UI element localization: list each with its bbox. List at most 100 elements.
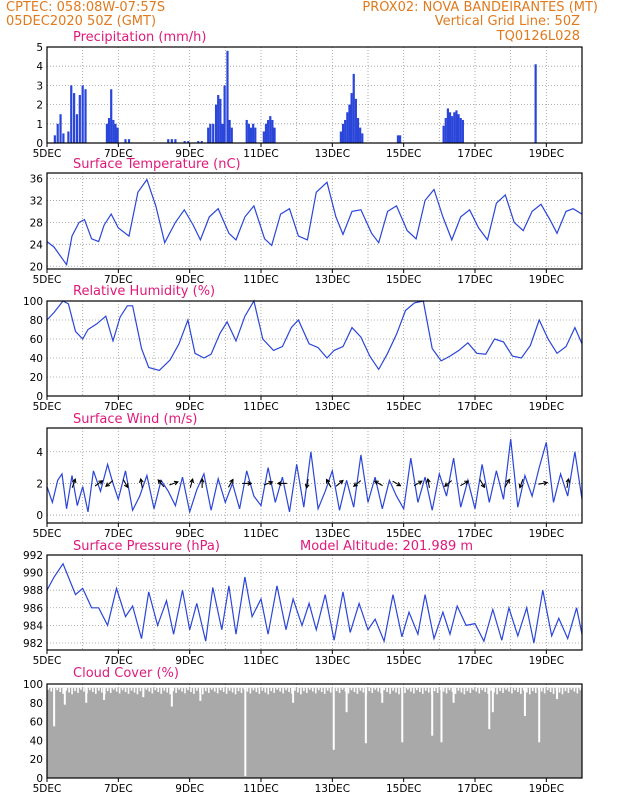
precip-bar-56: [356, 118, 360, 143]
precip-bar-35: [228, 119, 231, 143]
precip-bar-65: [451, 116, 454, 143]
precip-bar-26: [207, 127, 210, 143]
cloud-cover-notch-87: [306, 687, 308, 693]
wind-arrow-21: [444, 480, 453, 487]
pressure-xtick-label-5: 15DEC: [386, 655, 421, 667]
pressure-ytick-label-4: 990: [23, 568, 43, 580]
precip-bar-60: [399, 135, 402, 143]
wind-xtick-label-6: 17DEC: [457, 528, 492, 540]
cloud-cover-notch-29: [133, 687, 136, 693]
cloud-cover-notch-91: [317, 687, 320, 691]
cloud-cover-notch-83: [294, 687, 296, 691]
precip-bar-6: [73, 93, 76, 143]
cloud-cover-notch-122: [410, 687, 412, 692]
cloud-cover-notch-164: [534, 687, 537, 693]
cloud-xtick-label-1: 7DEC: [104, 783, 133, 795]
wind-arrowhead-4: [138, 477, 144, 483]
precip-bar-12: [107, 118, 111, 143]
precip-bar-66: [453, 112, 456, 143]
cloud-cover-notch-21: [109, 687, 112, 693]
cloud-cover-notch-45: [181, 687, 183, 692]
humidity-ytick-label-4: 80: [30, 315, 43, 327]
wind-arrowhead-2: [105, 482, 110, 488]
cloud-cover-notch-30: [136, 687, 139, 695]
wind-arrow-2: [105, 480, 114, 487]
wind-arrow-15: [335, 480, 344, 487]
cloud-cover-notch-130: [433, 687, 436, 692]
precip-bar-55: [354, 98, 357, 143]
humidity-ytick-label-3: 60: [30, 334, 43, 346]
cloud-cover-notch-118: [398, 687, 400, 695]
cloud-cover-notch-24: [118, 687, 121, 694]
precip-bar-42: [262, 131, 265, 143]
cloud-cover-notch-70: [255, 687, 258, 693]
precip-bar-25: [200, 141, 203, 143]
precip-bar-1: [56, 123, 59, 143]
precip-bar-29: [214, 104, 218, 143]
cloud-cover-notch-134: [445, 687, 448, 694]
cloud-cover-dip-6: [199, 687, 202, 701]
cloud-cover-notch-131: [436, 687, 439, 693]
precip-bar-34: [226, 50, 229, 144]
cloud-cover-notch-38: [160, 687, 163, 694]
cloud-cover-notch-128: [427, 687, 430, 693]
header-location: CPTEC: 058:08W-07:57S: [6, 0, 165, 15]
temperature-panel: 20 24 28 32 36 5DEC 7DEC 9DEC 11DEC 13DEC 15DEC 17D…: [30, 172, 583, 286]
wind-arrow-19: [413, 480, 423, 487]
cloud-cover-notch-133: [442, 687, 445, 692]
precip-bar-67: [455, 110, 458, 143]
wind-arrowhead-0: [71, 478, 77, 484]
precip-bar-2: [59, 114, 62, 143]
pressure-ytick-label-3: 988: [23, 585, 43, 597]
cloud-cover-dip-18: [491, 687, 494, 713]
cloud-cover-notch-16: [95, 687, 97, 694]
precip-bar-24: [197, 141, 200, 143]
cloud-cover-title: Cloud Cover (%): [73, 666, 179, 681]
precip-bar-31: [219, 98, 222, 143]
temperature-frame: [46, 172, 583, 270]
precip-bar-68: [457, 114, 460, 143]
precip-xtick-label-7: 19DEC: [529, 148, 564, 160]
cloud-cover-dip-3: [103, 687, 106, 700]
cloud-cover-notch-42: [172, 687, 174, 692]
precip-xtick-label-0: 5DEC: [33, 148, 62, 160]
precip-bar-61: [442, 125, 445, 143]
header-run-date: 05DEC2020 50Z (GMT): [6, 14, 156, 29]
wind-arrowhead-17: [373, 480, 379, 485]
wind-xtick-label-0: 5DEC: [33, 528, 62, 540]
cloud-cover-notch-124: [416, 687, 418, 691]
cloud-cover-notch-158: [517, 687, 519, 693]
temperature-xtick-label-2: 9DEC: [175, 274, 204, 286]
cloud-cover-notch-111: [377, 687, 380, 692]
pressure-title: Surface Pressure (hPa): [73, 539, 220, 554]
precip-ytick-label-0: 0: [36, 138, 43, 150]
cloud-cover-dip-17: [488, 687, 491, 730]
cloud-cover-notch-35: [151, 687, 154, 694]
precip-bar-54: [352, 73, 355, 143]
precip-bar-13: [110, 89, 113, 143]
precip-bar-69: [459, 118, 462, 143]
cloud-cover-notch-46: [184, 687, 186, 694]
humidity-frame: [46, 300, 583, 397]
precip-ytick-label-3: 3: [36, 80, 43, 92]
cloud-cover-notch-81: [288, 687, 290, 693]
humidity-xtick-label-4: 13DEC: [315, 401, 350, 413]
wind-arrowhead-3: [124, 483, 129, 489]
cloud-cover-notch-94: [326, 687, 329, 691]
temperature-ytick-label-4: 36: [30, 173, 44, 185]
wind-arrowhead-26: [543, 480, 549, 486]
cloud-cover-notch-0: [47, 687, 50, 690]
cloud-cover-notch-169: [549, 687, 552, 693]
cloud-cover-notch-92: [320, 687, 323, 693]
wind-xtick-label-4: 13DEC: [315, 528, 350, 540]
cloud-panel: 0 20 40 60 80 100 5DEC 7DEC 9DEC 11DEC 13DEC 15DEC 1…: [23, 679, 583, 795]
humidity-xtick-label-5: 15DEC: [386, 401, 421, 413]
cloud-cover-dip-20: [538, 687, 541, 743]
cloud-cover-notch-59: [222, 687, 225, 693]
cloud-cover-notch-52: [202, 687, 204, 695]
cloud-cover-notch-153: [502, 687, 504, 693]
panels: 0 1 2 3 4 5 5DEC 7DEC 9DEC 11DEC 13DEC 15DEC 17DEC 19…: [23, 42, 583, 795]
precip-bar-49: [341, 123, 345, 143]
cloud-cover-notch-14: [89, 687, 91, 691]
precip-bar-51: [346, 112, 349, 143]
